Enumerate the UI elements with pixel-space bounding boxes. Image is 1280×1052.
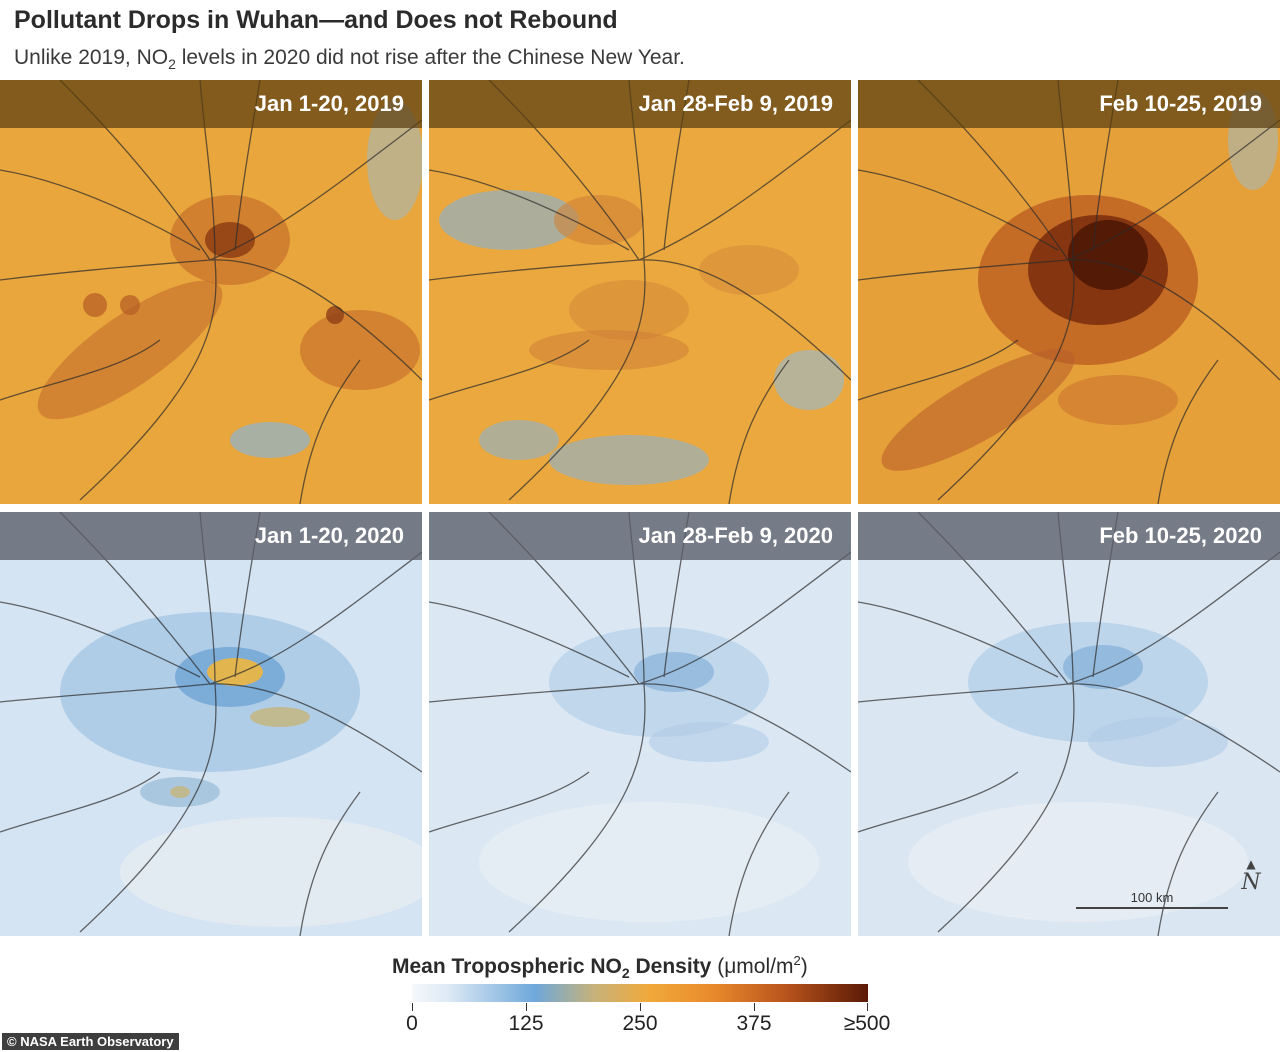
legend-title: Mean Tropospheric NO2 Density (μmol/m2) <box>392 953 808 982</box>
legend-tick <box>754 1003 755 1011</box>
north-arrow-icon: ▲ N <box>1241 857 1261 895</box>
map-panel-jan-1-20-2020: Jan 1-20, 2020 <box>0 512 422 936</box>
map-panel-feb-10-25-2019: Feb 10-25, 2019 <box>858 80 1280 504</box>
panel-label: Feb 10-25, 2019 <box>858 80 1280 128</box>
map-subtitle: Unlike 2019, NO2 levels in 2020 did not … <box>14 46 685 73</box>
panel-label: Jan 28-Feb 9, 2019 <box>429 80 851 128</box>
panel-label: Feb 10-25, 2020 <box>858 512 1280 560</box>
legend-tick-label: ≥500 <box>843 1012 891 1035</box>
legend-tick <box>867 1003 868 1011</box>
legend-tick <box>526 1003 527 1011</box>
map-title: Pollutant Drops in Wuhan—and Does not Re… <box>14 6 618 34</box>
color-scale-bar <box>412 984 868 1002</box>
map-panel-feb-10-25-2020: Feb 10-25, 2020 100 km ▲ N <box>858 512 1280 936</box>
no2-map-feb-2019 <box>858 80 1280 504</box>
credit-label: © NASA Earth Observatory <box>2 1033 179 1050</box>
panel-label: Jan 28-Feb 9, 2020 <box>429 512 851 560</box>
map-panel-jan28-feb9-2019: Jan 28-Feb 9, 2019 <box>429 80 851 504</box>
no2-map-jan28-2019 <box>429 80 851 504</box>
legend-tick-label: 375 <box>736 1012 772 1035</box>
legend-tick <box>640 1003 641 1011</box>
scale-bar: 100 km <box>1076 890 1228 912</box>
no2-map-jan-2019 <box>0 80 422 504</box>
panel-label: Jan 1-20, 2019 <box>0 80 422 128</box>
legend-tick-label: 125 <box>508 1012 544 1035</box>
scale-bar-label: 100 km <box>1130 890 1174 905</box>
no2-map-jan-2020 <box>0 512 422 936</box>
no2-map-feb-2020 <box>858 512 1280 936</box>
legend-tick-label: 0 <box>406 1012 418 1035</box>
legend-tick-label: 250 <box>622 1012 658 1035</box>
map-panel-jan-1-20-2019: Jan 1-20, 2019 <box>0 80 422 504</box>
map-panel-jan28-feb9-2020: Jan 28-Feb 9, 2020 <box>429 512 851 936</box>
no2-map-jan28-2020 <box>429 512 851 936</box>
legend-tick <box>412 1003 413 1011</box>
panel-label: Jan 1-20, 2020 <box>0 512 422 560</box>
